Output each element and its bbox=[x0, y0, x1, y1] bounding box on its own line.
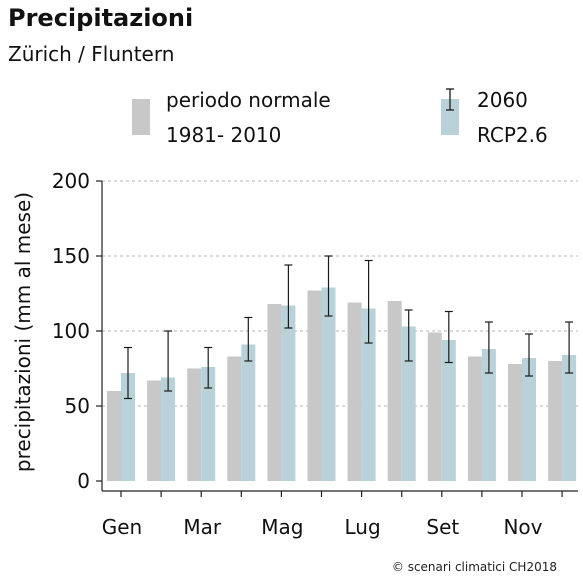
chart-subtitle: Zürich / Fluntern bbox=[8, 42, 175, 66]
errorbar-Dic bbox=[565, 321, 574, 374]
errorbar-Lug bbox=[364, 259, 373, 344]
bar-scenario-Ago bbox=[401, 326, 416, 481]
errorbar-Mar bbox=[204, 346, 213, 389]
y-tick-label: 0 bbox=[77, 469, 90, 493]
x-tick-label: Mar bbox=[183, 515, 222, 539]
x-tick-label: Gen bbox=[102, 515, 142, 539]
x-tick-label: Set bbox=[426, 515, 459, 539]
bars bbox=[107, 287, 577, 481]
bar-scenario-Mag bbox=[281, 305, 296, 481]
bar-normal-Feb bbox=[147, 380, 162, 481]
bar-scenario-Gen bbox=[121, 373, 135, 481]
legend-label-normal-line1: periodo normale bbox=[166, 88, 331, 112]
bar-normal-Giu bbox=[307, 290, 322, 481]
bar-scenario-Nov bbox=[522, 358, 536, 481]
bar-scenario-Apr bbox=[241, 344, 256, 481]
axes bbox=[101, 181, 578, 492]
bar-normal-Ago bbox=[387, 301, 402, 481]
x-tick-label: Nov bbox=[503, 515, 542, 539]
y-tick-label: 100 bbox=[52, 319, 90, 343]
errorbar-Apr bbox=[244, 316, 253, 362]
x-tick-label: Mag bbox=[261, 515, 303, 539]
legend-swatch-scenario bbox=[441, 99, 459, 135]
legend-label-normal-line2: 1981- 2010 bbox=[166, 123, 281, 147]
bar-normal-Set bbox=[427, 332, 442, 481]
bar-normal-Apr bbox=[227, 356, 242, 481]
bar-scenario-Mar bbox=[201, 367, 216, 481]
bar-normal-Mar bbox=[187, 368, 202, 481]
y-axis-ticks: 0 50 100 150 200 bbox=[52, 169, 102, 493]
bar-scenario-Feb bbox=[161, 377, 176, 481]
bar-scenario-Ott bbox=[481, 349, 496, 481]
bar-scenario-Set bbox=[441, 340, 456, 481]
bar-scenario-Lug bbox=[361, 308, 376, 481]
y-axis-label: precipitazioni (mm al mese) bbox=[11, 192, 35, 472]
legend-swatch-normal bbox=[132, 99, 150, 135]
errorbar-Ago bbox=[404, 309, 413, 362]
x-axis-ticks: Gen Mar Mag Lug Set Nov bbox=[102, 491, 563, 539]
credit-footer: © scenari climatici CH2018 bbox=[391, 560, 557, 574]
legend: periodo normale 1981- 2010 2060 RCP2.6 bbox=[132, 88, 548, 147]
legend-label-scenario-line1: 2060 bbox=[477, 88, 528, 112]
legend-label-scenario-line2: RCP2.6 bbox=[477, 123, 548, 147]
y-tick-label: 50 bbox=[65, 394, 90, 418]
errorbar-Nov bbox=[525, 333, 533, 377]
legend-errorbar bbox=[446, 88, 454, 111]
gridlines bbox=[102, 180, 578, 407]
bar-normal-Lug bbox=[347, 302, 362, 481]
chart-title: Precipitazioni bbox=[8, 4, 194, 32]
bar-normal-Dic bbox=[548, 361, 563, 481]
bar-normal-Nov bbox=[508, 364, 522, 481]
bar-normal-Gen bbox=[107, 391, 121, 481]
errorbar-Ott bbox=[484, 321, 493, 374]
errorbar-Mag bbox=[284, 264, 293, 329]
errorbar-Set bbox=[444, 310, 453, 364]
bar-normal-Ott bbox=[467, 356, 482, 481]
y-tick-label: 150 bbox=[52, 244, 90, 268]
error-bars bbox=[124, 255, 574, 400]
bar-scenario-Giu bbox=[321, 287, 336, 481]
x-tick-label: Lug bbox=[345, 515, 381, 539]
errorbar-Gen bbox=[124, 346, 132, 400]
y-tick-label: 200 bbox=[52, 169, 90, 193]
bar-normal-Mag bbox=[267, 304, 282, 481]
errorbar-Feb bbox=[164, 330, 173, 392]
errorbar-Giu bbox=[324, 255, 333, 317]
bar-scenario-Dic bbox=[562, 355, 577, 481]
